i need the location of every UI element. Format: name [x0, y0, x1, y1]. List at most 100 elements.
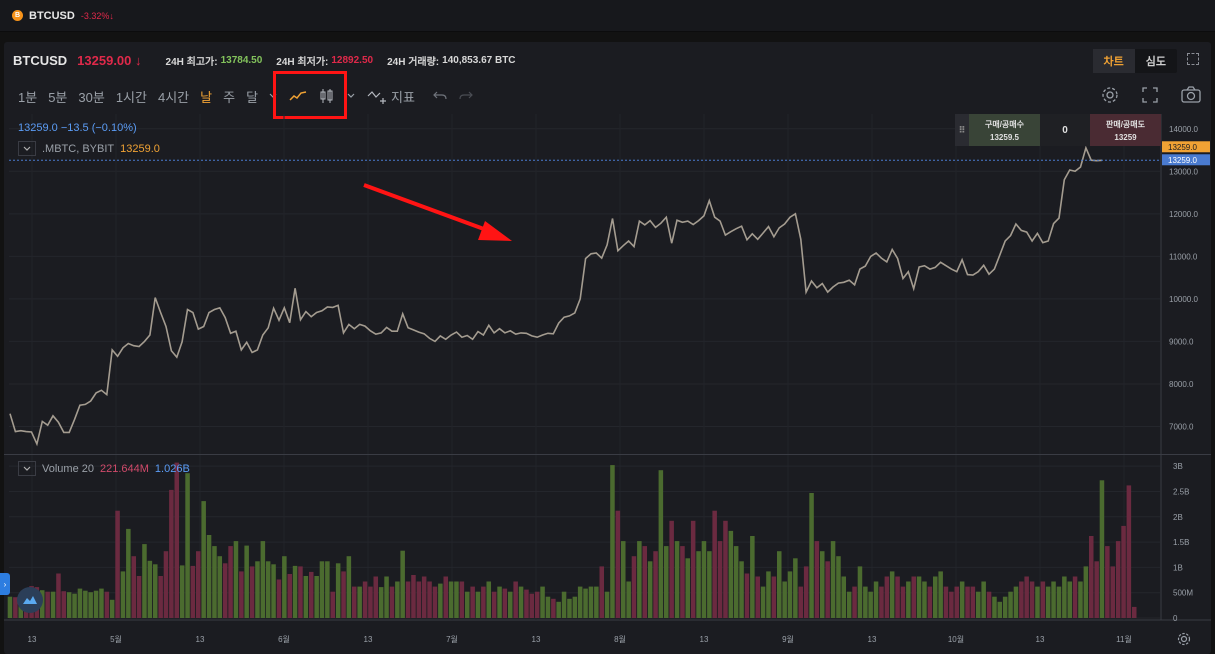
volume-bar	[685, 558, 691, 618]
timeframe-month[interactable]: 달	[246, 89, 259, 105]
timeframe-week[interactable]: 주	[223, 89, 236, 105]
volume-bar	[93, 590, 99, 618]
camera-icon[interactable]	[1181, 86, 1201, 109]
price-tick-label: 7000.0	[1169, 422, 1194, 431]
volume-bar	[787, 571, 793, 618]
high-value: 13784.50	[220, 54, 263, 66]
undo-icon[interactable]	[433, 90, 447, 102]
volume-bar	[1008, 591, 1013, 618]
volume-bar	[470, 586, 475, 618]
buy-price: 13259.5	[990, 132, 1019, 142]
gear-icon[interactable]	[1101, 86, 1119, 109]
volume-bar	[475, 591, 481, 618]
volume-bar	[588, 586, 594, 618]
price-chart[interactable]: 14000.0 13000.0 12000.0 11000.0 10000.0 9000.…	[4, 42, 1211, 654]
volume-bar	[1094, 561, 1099, 618]
top-ticker-symbol[interactable]: BTCUSD	[29, 9, 75, 22]
volume-bar	[77, 588, 83, 618]
volume-bar	[362, 581, 368, 618]
timeframe-1h[interactable]: 1시간	[115, 89, 147, 105]
indicator-button[interactable]: 지표	[391, 89, 415, 105]
buy-button[interactable]: 구매/공매수 13259.5	[969, 114, 1040, 146]
pane-divider[interactable]	[4, 454, 1211, 455]
indicator-icon[interactable]	[367, 88, 389, 104]
volume-bar	[330, 591, 336, 618]
view-depth-button[interactable]: 심도	[1145, 56, 1166, 68]
volume-bar	[771, 576, 777, 618]
sell-button[interactable]: 판매/공매도 13259	[1090, 114, 1161, 146]
collapse-volume-button[interactable]	[18, 461, 36, 476]
volume-bar	[222, 563, 228, 618]
volume-bar	[395, 581, 400, 618]
volume-bar	[400, 550, 405, 618]
volume-bar	[136, 576, 142, 618]
timeframe-1m[interactable]: 1분	[18, 89, 38, 105]
volume-bar	[922, 581, 927, 618]
volume-bar	[744, 573, 750, 618]
volume-bar	[884, 576, 890, 618]
volume-bar	[997, 601, 1003, 618]
timeframe-30m[interactable]: 30분	[78, 89, 105, 105]
volume-bar	[190, 565, 196, 618]
volume-bar	[653, 551, 658, 618]
volume-bar	[970, 586, 976, 618]
timeframe-4h[interactable]: 4시간	[157, 89, 190, 105]
drag-handle-icon[interactable]: ⠿	[955, 114, 969, 146]
volume-bar	[481, 586, 486, 618]
timeframe-5m[interactable]: 5분	[48, 89, 68, 105]
expand-icon[interactable]	[1187, 53, 1199, 65]
volume-bar	[760, 586, 766, 618]
view-toggle: 차트 심도	[1092, 49, 1177, 73]
price-tick-label: 8000.0	[1169, 380, 1194, 389]
volume-bar	[56, 573, 61, 618]
volume-bar	[642, 546, 648, 618]
tradingview-logo-icon[interactable]	[17, 587, 43, 613]
candle-chart-icon[interactable]	[319, 88, 335, 104]
volume-bar	[599, 566, 605, 618]
volume-bar	[604, 591, 610, 618]
volume-bar	[992, 596, 997, 618]
source-price: 13259.0	[120, 142, 160, 155]
line-chart-icon[interactable]	[289, 89, 307, 103]
volume-bar	[459, 581, 465, 618]
side-panel-tab[interactable]: ›	[0, 573, 10, 595]
volume-bar	[572, 596, 578, 618]
volume-bar	[287, 574, 293, 618]
volume-bar	[120, 571, 126, 618]
volume-bar	[712, 510, 717, 618]
volume-bar	[658, 470, 664, 618]
volume-bar	[976, 591, 981, 618]
volume-bar	[432, 586, 438, 618]
market-header: BTCUSD 13259.00 ↓ 24H 최고가: 13784.50 24H …	[4, 42, 1211, 78]
volume-bar	[674, 541, 680, 618]
redo-icon[interactable]	[459, 90, 473, 102]
volume-bar	[782, 581, 787, 618]
volume-bar	[1089, 536, 1094, 618]
collapse-legend-button[interactable]	[18, 141, 36, 156]
volume-bar	[443, 576, 449, 618]
volume-bar	[540, 586, 545, 618]
volume-bar	[1115, 541, 1121, 618]
volume-bar	[45, 591, 50, 618]
volume-bar	[244, 545, 249, 618]
volume-bar	[933, 576, 938, 618]
volume-bar	[454, 581, 459, 618]
chart-panel: BTCUSD 13259.00 ↓ 24H 최고가: 13784.50 24H …	[0, 42, 1211, 654]
volume-bar	[809, 493, 814, 618]
volume-bar	[1029, 581, 1035, 618]
time-tick-label: 5월	[110, 634, 122, 644]
chart-type-dropdown-icon[interactable]	[347, 91, 355, 101]
volume-tick-label: 2.5B	[1173, 487, 1189, 496]
volume-bar	[260, 541, 266, 618]
bitcoin-icon: B	[12, 10, 23, 21]
volume-bar	[104, 591, 110, 618]
volume-tick-label: 2B	[1173, 513, 1183, 522]
volume-bar	[368, 586, 373, 618]
fullscreen-icon[interactable]	[1141, 86, 1159, 109]
axis-settings-icon[interactable]	[1177, 632, 1191, 651]
view-chart-button[interactable]: 차트	[1092, 49, 1135, 73]
volume-bar	[739, 561, 744, 618]
time-tick-label: 13	[700, 635, 709, 644]
timeframe-day[interactable]: 날	[200, 89, 213, 105]
last-price-tag-text: 13259.0	[1168, 156, 1197, 165]
